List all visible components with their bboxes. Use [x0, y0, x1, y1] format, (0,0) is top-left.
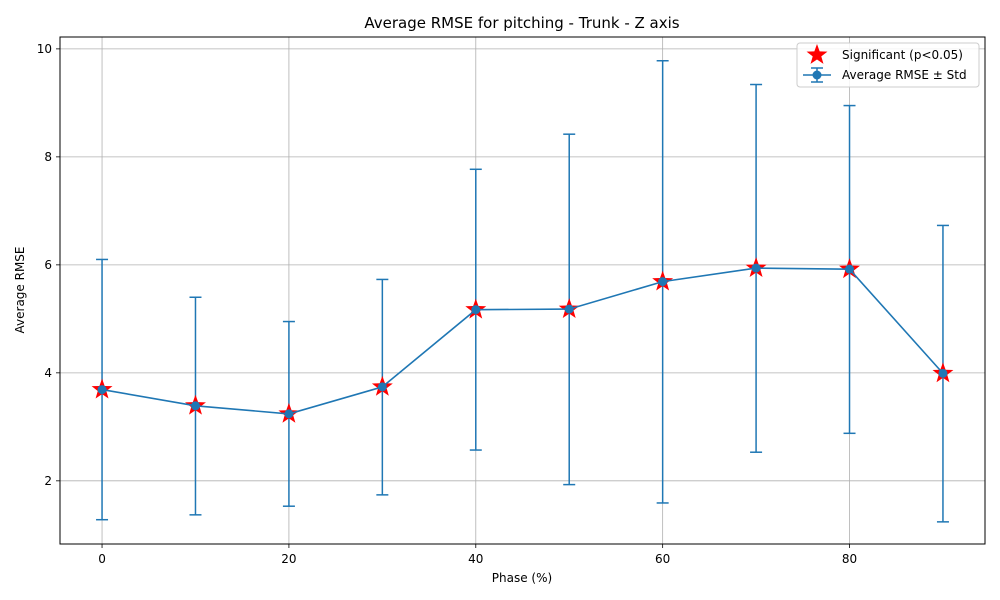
legend-label-average: Average RMSE ± Std	[842, 68, 967, 82]
data-point	[564, 304, 574, 314]
x-tick-label: 0	[98, 552, 106, 566]
legend-box	[796, 42, 980, 88]
data-point	[97, 385, 107, 395]
legend: Significant (p<0.05) Average RMSE ± Std	[796, 42, 980, 88]
legend-line-icon	[803, 67, 831, 83]
legend-label-significant: Significant (p<0.05)	[842, 48, 963, 62]
data-point	[751, 263, 761, 273]
data-point	[190, 401, 200, 411]
y-tick-label: 2	[44, 474, 52, 488]
x-tick-label: 40	[468, 552, 483, 566]
ticks: 0 20 40 60 80 2 4 6 8 10	[37, 42, 857, 566]
y-tick-label: 10	[37, 42, 52, 56]
x-axis-label: Phase (%)	[492, 571, 552, 585]
x-tick-label: 20	[281, 552, 296, 566]
x-tick-label: 80	[842, 552, 857, 566]
data-point	[845, 264, 855, 274]
data-point	[377, 382, 387, 392]
data-point	[938, 368, 948, 378]
chart-title: Average RMSE for pitching - Trunk - Z ax…	[364, 14, 679, 32]
data-markers	[91, 257, 954, 423]
data-point	[658, 277, 668, 287]
data-point	[284, 409, 294, 419]
y-axis-label: Average RMSE	[13, 247, 27, 334]
legend-star-shape	[806, 44, 828, 64]
plot-frame	[59, 36, 986, 545]
y-tick-label: 4	[44, 366, 52, 380]
y-tick-label: 8	[44, 150, 52, 164]
x-tick-label: 60	[655, 552, 670, 566]
legend-star-icon	[806, 44, 828, 64]
legend-point	[812, 70, 822, 80]
data-point	[471, 305, 481, 315]
series-line	[101, 267, 944, 415]
y-tick-label: 6	[44, 258, 52, 272]
